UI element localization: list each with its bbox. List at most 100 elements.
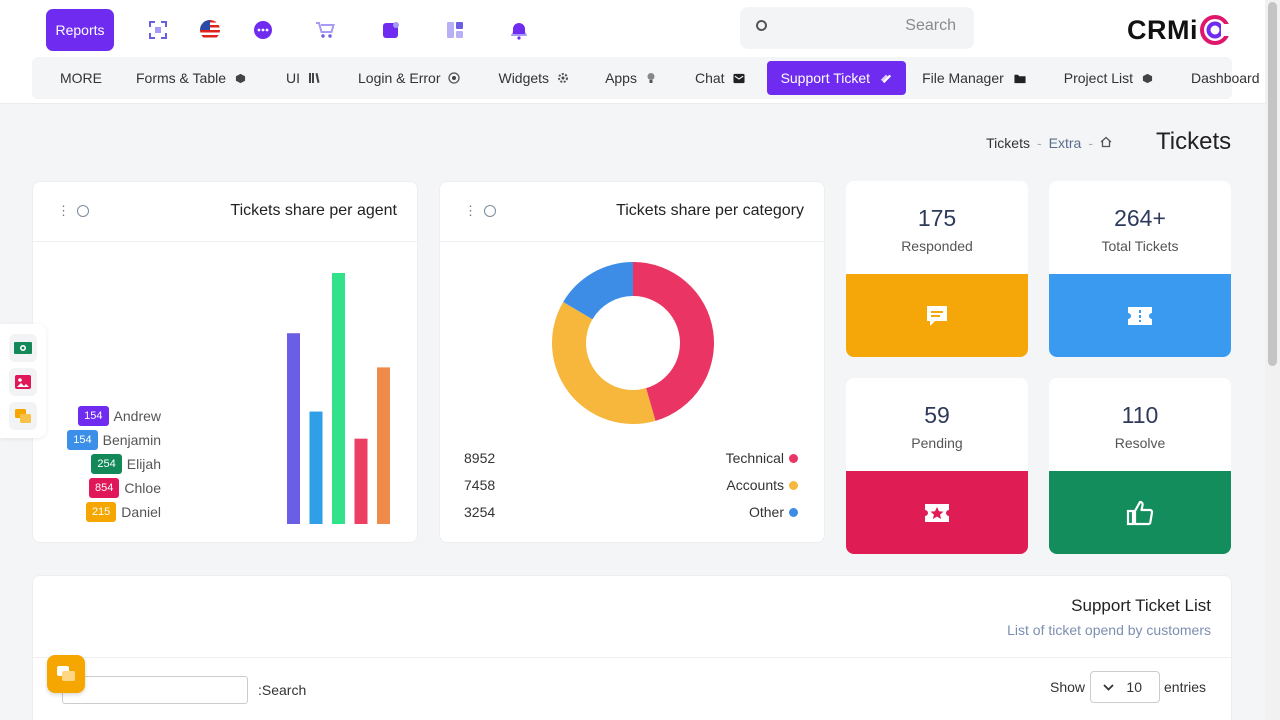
divider [33,657,1231,658]
card-header: ⋮ Tickets share per category [440,182,824,242]
bulb-icon [645,72,657,84]
search-bar[interactable] [740,7,974,49]
nav-ui[interactable]: UI [260,61,334,95]
entries-select[interactable]: 10 [1090,671,1160,703]
breadcrumb-tickets[interactable]: Tickets [986,135,1030,151]
nav-login-error[interactable]: Login & Error [334,61,474,95]
stat-value: 59 [924,402,950,428]
chat-cards-icon[interactable] [9,402,37,430]
stat-label: Responded [901,238,973,254]
nav-label: Login & Error [358,70,441,86]
nav-label: Apps [605,70,637,86]
category-value: 3254 [464,504,496,520]
agent-name: Elijah [126,456,161,472]
ticket-star-icon [925,503,949,522]
category-value: 8952 [464,450,496,466]
nav-more[interactable]: MORE [32,61,116,95]
ticket-icon [1128,306,1152,325]
more-vertical-icon[interactable]: ⋮ [464,203,477,218]
page-scrollbar[interactable] [1265,0,1280,720]
home-icon[interactable] [1100,135,1112,151]
nav-support-ticket[interactable]: Support Ticket [766,61,907,95]
refresh-circle-icon[interactable] [77,205,89,217]
bar-5 [377,367,390,524]
stat-icon-panel [846,274,1028,357]
nav-label: MORE [60,70,102,86]
nav-label: Support Ticket [780,70,871,86]
list-title: Support Ticket List [1071,596,1211,615]
bar-3 [332,273,345,524]
search-icon [756,20,767,31]
donut-slice-other [563,262,633,320]
nav-label: Forms & Table [136,70,226,86]
nav-apps[interactable]: Apps [583,61,671,95]
stat-card-pending[interactable]: 59 Pending [846,378,1028,554]
search-input[interactable] [816,17,956,35]
logo-text: CRMi [1127,14,1198,45]
note-icon[interactable] [379,18,403,42]
breadcrumb-extra[interactable]: Extra [1048,135,1082,151]
entries-label: entries [1164,679,1207,695]
card-header: ⋮ Tickets share per agent [33,182,417,242]
stat-value: 175 [917,205,957,231]
thumbs-up-icon [1126,500,1154,525]
image-icon[interactable] [9,368,37,396]
money-icon[interactable] [9,334,37,362]
nav-widgets[interactable]: Widgets [474,61,583,95]
nav-forms-table[interactable]: Forms & Table [116,61,260,95]
stat-card-responded[interactable]: 175 Responded [846,181,1028,357]
bar-1 [287,333,300,524]
chevron-down-icon [1103,683,1114,691]
layout-icon[interactable] [443,18,467,42]
bar-4 [354,438,368,524]
more-vertical-icon[interactable]: ⋮ [57,203,70,218]
nav-label: Chat [694,70,725,86]
stat-label: Resolve [1114,435,1166,451]
stat-card-resolve[interactable]: 110 Resolve [1049,378,1231,554]
stat-value: 110 [1121,402,1159,428]
chat-fab-button[interactable] [47,655,85,693]
chat-icon [57,666,75,681]
breadcrumb-separator: - [1088,135,1093,151]
crmi-logo[interactable]: CRMi [1127,12,1231,48]
nav-chat[interactable]: Chat [671,61,759,95]
stat-label: Pending [911,435,963,451]
donut-slice-accounts [552,301,656,424]
gear-icon [557,72,569,84]
category-row: 7458 Accounts [464,476,798,494]
category-donut-chart [552,262,714,424]
card-title: Tickets share per agent [230,202,397,219]
agent-count-badge: 215 [85,502,117,522]
breadcrumb: Tickets - Extra - [986,135,1112,151]
stat-card-total-tickets[interactable]: 264+ Total Tickets [1049,181,1231,357]
category-row: 8952 Technical [464,449,798,467]
nav-file-manager[interactable]: File Manager [908,61,1040,95]
nav-label: Dashboard [1191,70,1260,86]
scrollbar-thumb[interactable] [1268,2,1277,366]
show-label: Show [1050,679,1086,695]
fullscreen-icon[interactable] [146,18,170,42]
chat-bubble-icon[interactable] [251,18,275,42]
stat-value: 264+ [1114,205,1166,231]
logo-mark-icon [1200,15,1231,45]
bell-icon[interactable] [507,18,531,42]
legend-dot [789,480,798,490]
legend-dot [789,507,798,517]
reports-button[interactable]: Reports [46,9,114,51]
books-icon [308,72,320,84]
us-flag-icon[interactable] [198,18,222,42]
bar-2 [309,411,323,524]
agent-name: Andrew [113,408,161,424]
breadcrumb-separator: - [1036,135,1042,151]
table-search-input[interactable] [62,676,248,704]
nav-label: Project List [1063,70,1134,86]
nav-project-list[interactable]: Project List [1040,61,1167,95]
agent-name: Benjamin [102,432,161,448]
stat-icon-panel [846,471,1028,554]
refresh-circle-icon[interactable] [484,205,496,217]
floating-toolbar [0,324,46,438]
cart-icon[interactable] [313,18,337,42]
list-subtitle: List of ticket opend by customers [1007,622,1211,638]
mail-icon [733,72,745,84]
nav-dashboard[interactable]: Dashboard [1167,61,1280,95]
